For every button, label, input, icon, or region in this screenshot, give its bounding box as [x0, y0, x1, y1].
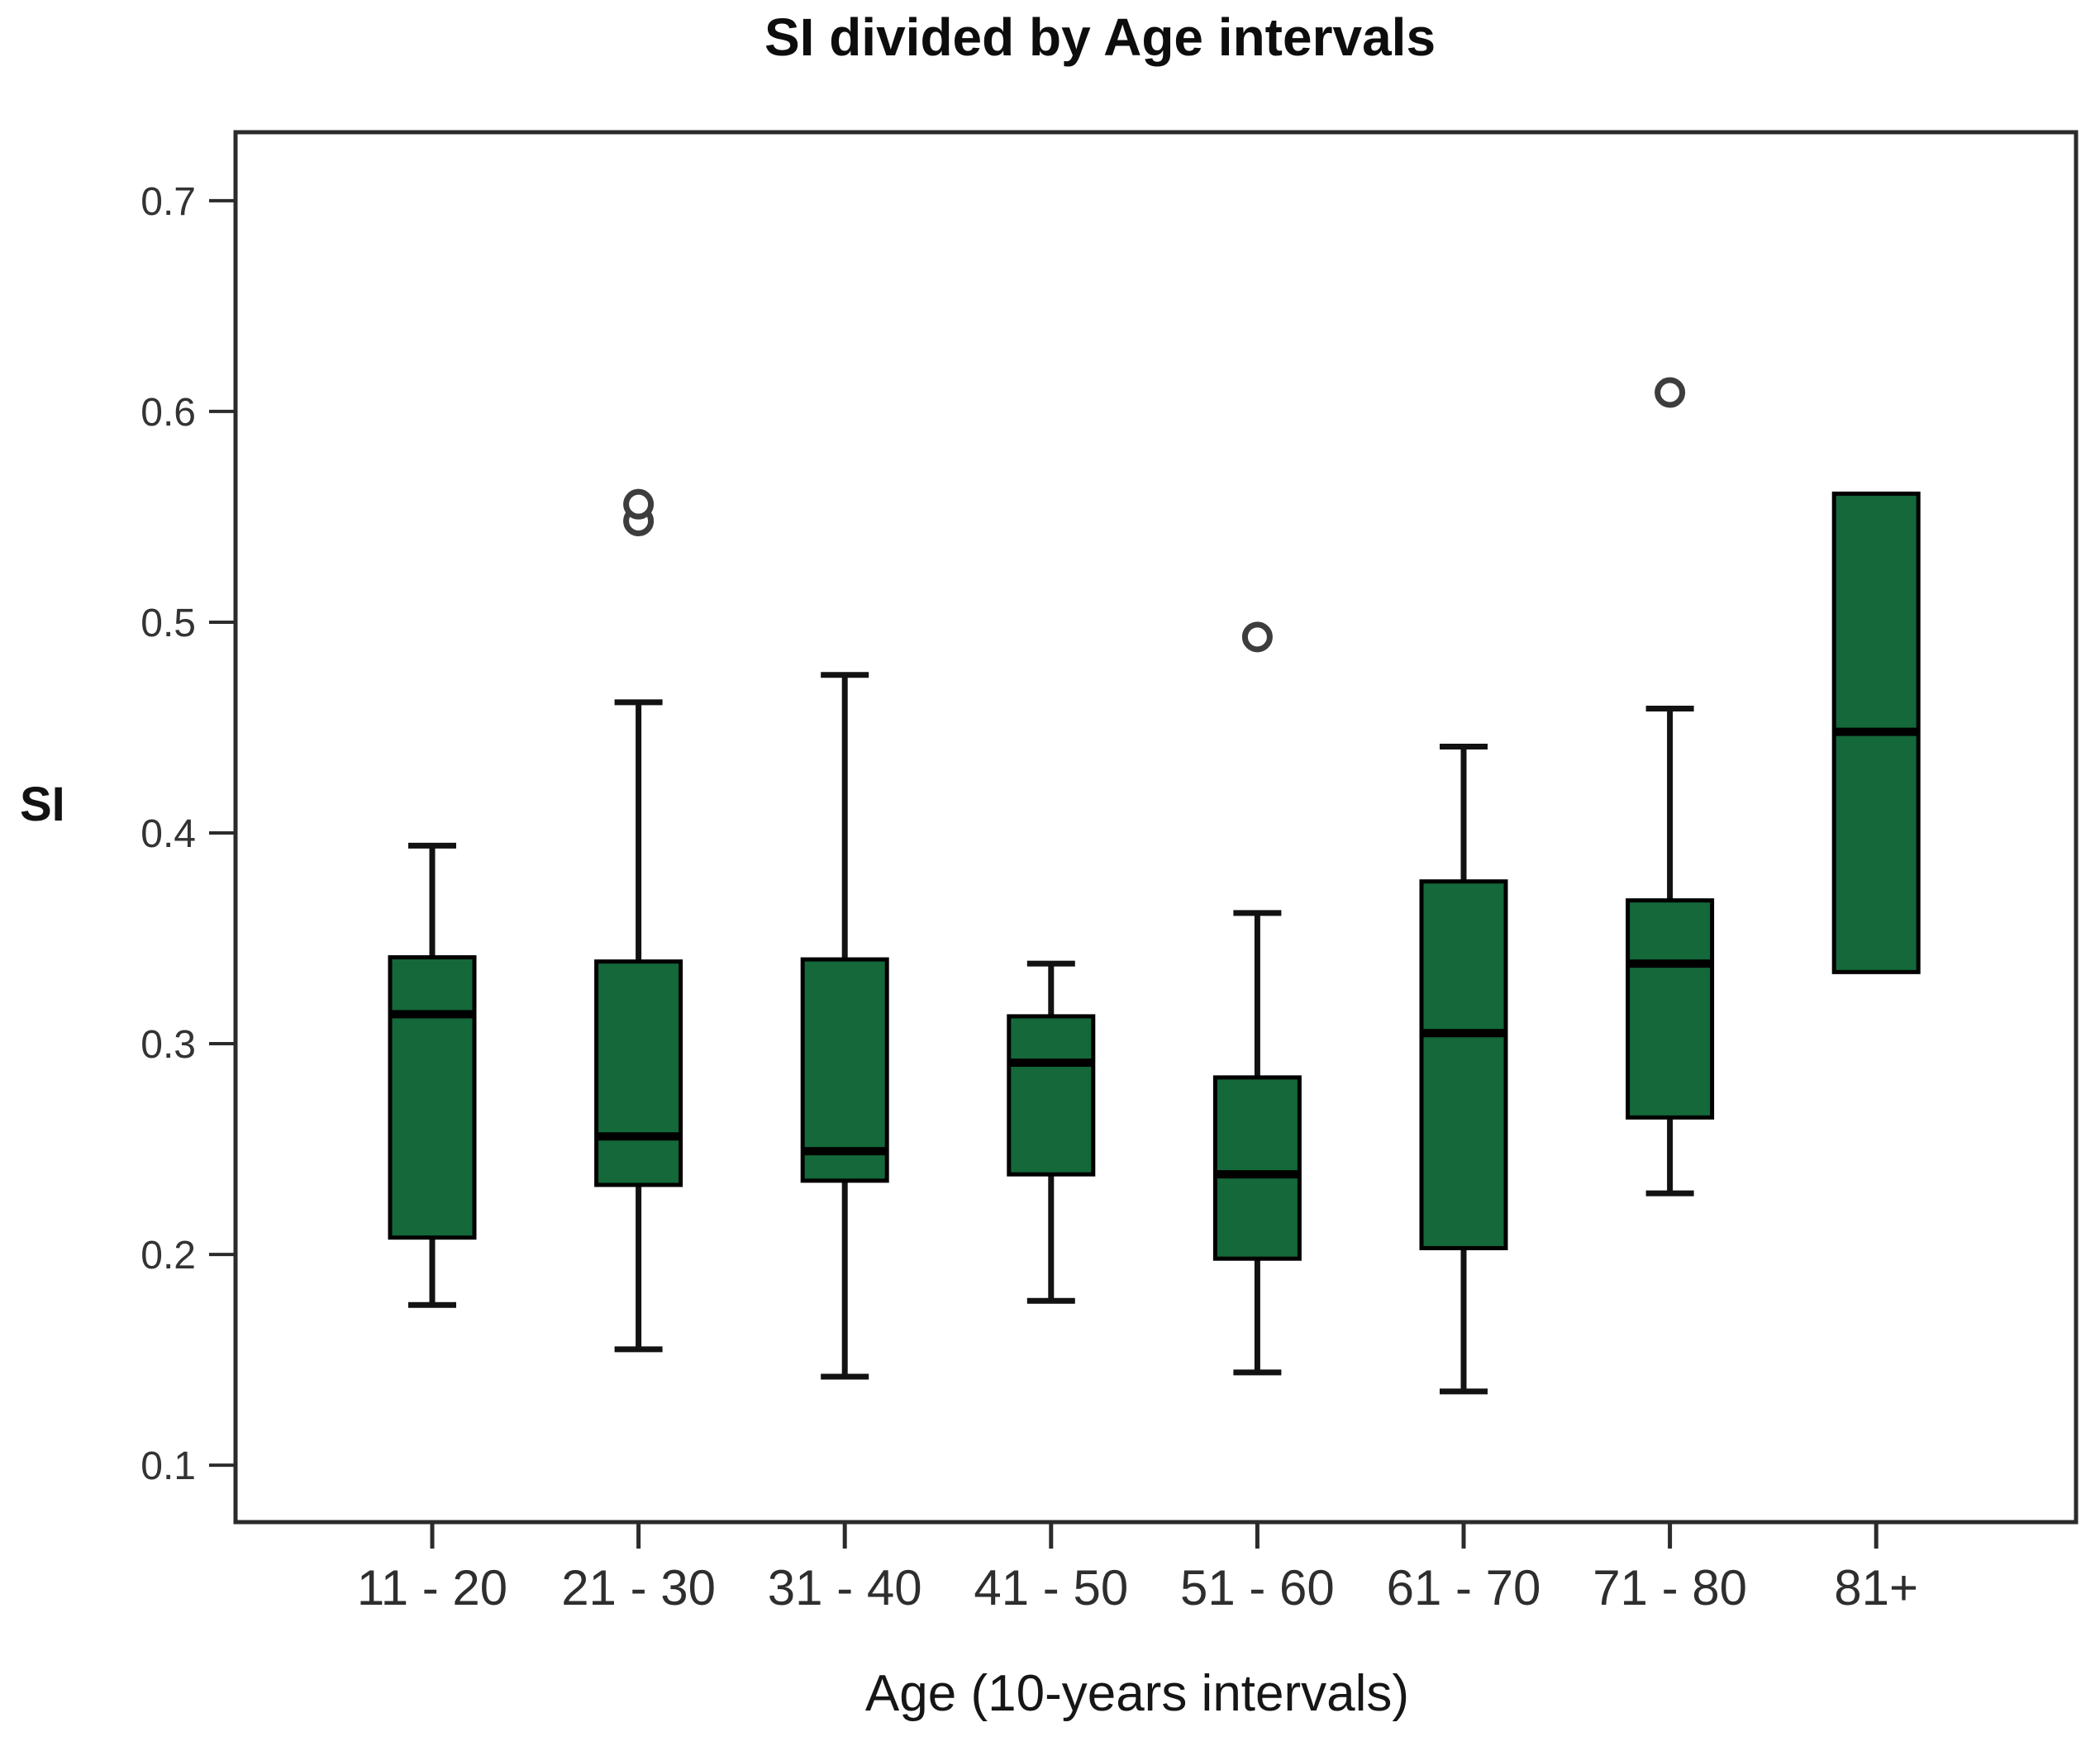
x-axis-title: Age (10-years intervals) [864, 1665, 1410, 1722]
x-tick-label: 41 - 50 [974, 1560, 1128, 1615]
y-axis-title: SI [20, 778, 65, 831]
x-tick-label: 31 - 40 [768, 1560, 922, 1615]
x-tick-label: 21 - 30 [561, 1560, 716, 1615]
y-tick-label: 0.6 [140, 391, 196, 435]
x-tick-label: 11 - 20 [357, 1560, 507, 1615]
outlier-point [623, 488, 655, 520]
y-tick-label: 0.2 [140, 1234, 196, 1278]
plot-border [233, 130, 2079, 1525]
y-tick-label: 0.3 [140, 1023, 196, 1067]
x-tick-label: 51 - 60 [1180, 1560, 1335, 1615]
x-tick-label: 61 - 70 [1387, 1560, 1541, 1615]
outlier-point [1655, 377, 1686, 408]
box [594, 959, 683, 1187]
outlier-point [1241, 621, 1273, 653]
chart-title: SI divided by Age intervals [764, 7, 1436, 67]
box [1419, 879, 1508, 1250]
y-tick-label: 0.5 [140, 602, 196, 645]
box [1007, 1014, 1096, 1177]
x-tick-label: 81+ [1834, 1560, 1918, 1615]
y-tick-label: 0.4 [140, 812, 196, 856]
box [1626, 898, 1715, 1120]
box [800, 957, 889, 1183]
y-tick-label: 0.7 [140, 180, 196, 224]
x-tick-label: 71 - 80 [1593, 1560, 1747, 1615]
box [1212, 1075, 1302, 1261]
box [388, 954, 477, 1240]
y-tick-label: 0.1 [140, 1444, 196, 1488]
